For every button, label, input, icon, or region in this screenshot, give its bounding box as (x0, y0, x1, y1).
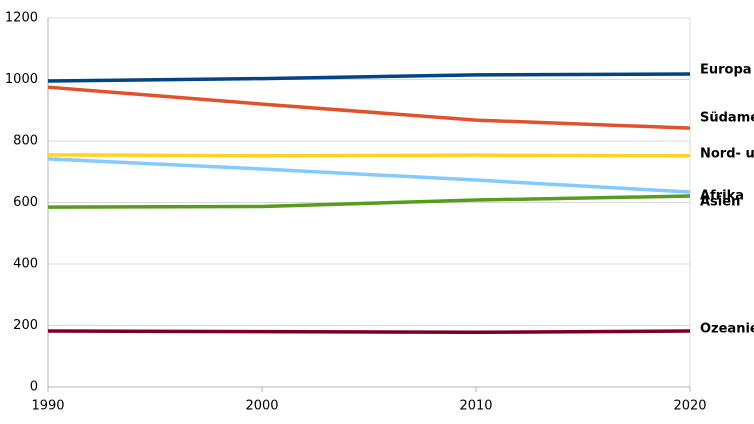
series-line (47, 194, 691, 209)
series-line (47, 153, 691, 158)
series-label: Südamer (700, 111, 754, 126)
y-tick-label: 400 (13, 257, 38, 272)
x-tick-label: 2000 (245, 399, 278, 414)
series-line (47, 329, 691, 335)
y-tick-label: 200 (13, 318, 38, 333)
y-tick-label: 0 (30, 380, 38, 395)
y-tick-label: 1200 (5, 11, 38, 26)
series-label: Afrika (700, 189, 744, 204)
x-tick-label: 1990 (31, 399, 64, 414)
series-line (47, 72, 691, 83)
y-tick-label: 1000 (5, 72, 38, 87)
series-line (47, 85, 691, 130)
y-tick-label: 600 (13, 195, 38, 210)
series-line (47, 157, 691, 194)
series-label: Nord- ur (700, 146, 754, 161)
y-tick-label: 800 (13, 134, 38, 149)
series-label: Europa (700, 62, 752, 77)
x-tick-label: 2010 (459, 399, 492, 414)
series-label: Ozeanie (700, 322, 754, 337)
series-label: Asien (700, 195, 740, 210)
x-tick-label: 2020 (673, 399, 706, 414)
